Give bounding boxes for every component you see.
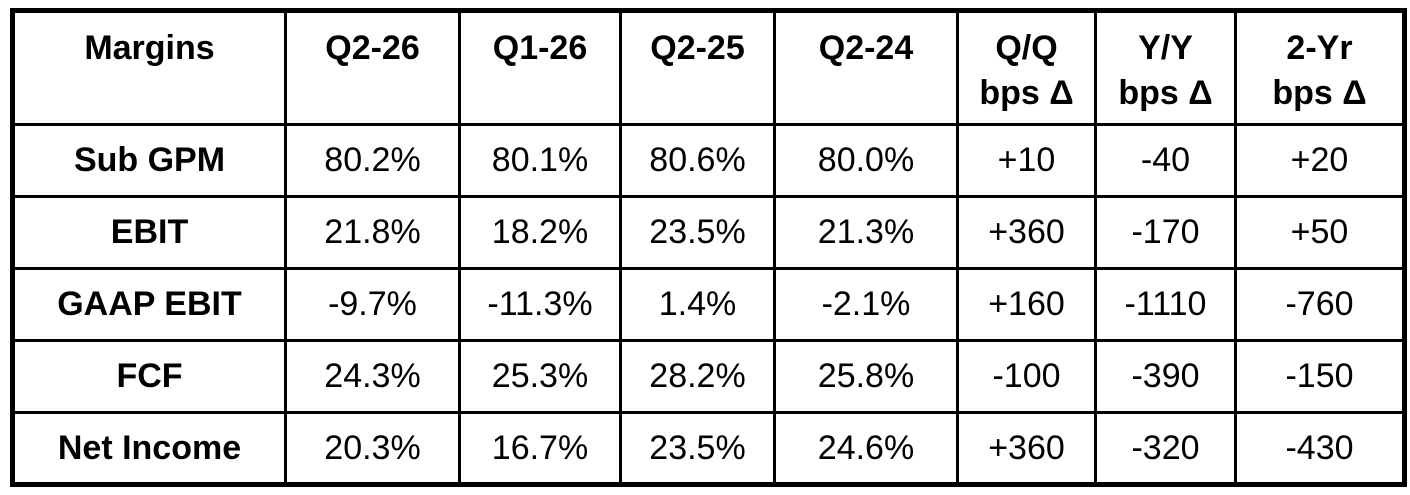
cell: 80.6% bbox=[619, 123, 776, 198]
column-header-2yr-bps-delta: 2-Yr bps Δ bbox=[1234, 9, 1406, 126]
cell: -11.3% bbox=[458, 267, 622, 342]
cell: -170 bbox=[1094, 195, 1237, 270]
column-header-line: Q/Q bbox=[995, 29, 1058, 67]
cell: +20 bbox=[1234, 123, 1406, 198]
column-header-q1-26: Q1-26 bbox=[458, 9, 622, 126]
row-label: FCF bbox=[11, 339, 287, 414]
row-label: Sub GPM bbox=[11, 123, 287, 198]
column-header-line: Q2-24 bbox=[818, 29, 914, 67]
cell: 80.2% bbox=[284, 123, 461, 198]
cell: -390 bbox=[1094, 339, 1237, 414]
cell: +360 bbox=[956, 195, 1097, 270]
cell: +10 bbox=[956, 123, 1097, 198]
table-row: EBIT 21.8% 18.2% 23.5% 21.3% +360 -170 +50 bbox=[11, 195, 1406, 270]
header-row: Margins Q2-26 Q1-26 Q2-25 Q2-24 Q/Q bps Δ Y/Y bp… bbox=[11, 9, 1406, 126]
cell: 23.5% bbox=[619, 195, 776, 270]
cell: +160 bbox=[956, 267, 1097, 342]
cell: 24.3% bbox=[284, 339, 461, 414]
column-header-line: Q2-25 bbox=[650, 29, 745, 67]
column-header-line: Q1-26 bbox=[492, 29, 588, 67]
column-header-line: Y/Y bbox=[1138, 29, 1193, 67]
cell: 21.3% bbox=[773, 195, 959, 270]
cell: 21.8% bbox=[284, 195, 461, 270]
cell: -150 bbox=[1234, 339, 1406, 414]
cell: 80.1% bbox=[458, 123, 622, 198]
row-label: EBIT bbox=[11, 195, 287, 270]
row-label: GAAP EBIT bbox=[11, 267, 287, 342]
table-body: Sub GPM 80.2% 80.1% 80.6% 80.0% +10 -40 +20 EBIT… bbox=[11, 123, 1406, 486]
column-header-margins: Margins bbox=[11, 9, 287, 126]
cell: -760 bbox=[1234, 267, 1406, 342]
cell: 25.8% bbox=[773, 339, 959, 414]
cell: 23.5% bbox=[619, 411, 776, 486]
cell: +360 bbox=[956, 411, 1097, 486]
cell: 28.2% bbox=[619, 339, 776, 414]
table-row: GAAP EBIT -9.7% -11.3% 1.4% -2.1% +160 -1110 -7… bbox=[11, 267, 1406, 342]
cell: 1.4% bbox=[619, 267, 776, 342]
table-row: Net Income 20.3% 16.7% 23.5% 24.6% +360 -320 -4… bbox=[11, 411, 1406, 486]
cell: 16.7% bbox=[458, 411, 622, 486]
cell: -1110 bbox=[1094, 267, 1237, 342]
column-header-q2-24: Q2-24 bbox=[773, 9, 959, 126]
table-header: Margins Q2-26 Q1-26 Q2-25 Q2-24 Q/Q bps Δ Y/Y bp… bbox=[11, 9, 1406, 126]
column-header-line: bps Δ bbox=[1118, 74, 1213, 112]
cell: 25.3% bbox=[458, 339, 622, 414]
row-label: Net Income bbox=[11, 411, 287, 486]
cell: -100 bbox=[956, 339, 1097, 414]
column-header-q2-26: Q2-26 bbox=[284, 9, 461, 126]
cell: -2.1% bbox=[773, 267, 959, 342]
cell: -430 bbox=[1234, 411, 1406, 486]
column-header-line: bps Δ bbox=[979, 74, 1074, 112]
cell: +50 bbox=[1234, 195, 1406, 270]
cell: -9.7% bbox=[284, 267, 461, 342]
table-row: Sub GPM 80.2% 80.1% 80.6% 80.0% +10 -40 +20 bbox=[11, 123, 1406, 198]
cell: -320 bbox=[1094, 411, 1237, 486]
cell: 20.3% bbox=[284, 411, 461, 486]
cell: 18.2% bbox=[458, 195, 622, 270]
margins-table: Margins Q2-26 Q1-26 Q2-25 Q2-24 Q/Q bps Δ Y/Y bp… bbox=[10, 8, 1407, 487]
column-header-line: Margins bbox=[84, 29, 215, 67]
table-row: FCF 24.3% 25.3% 28.2% 25.8% -100 -390 -150 bbox=[11, 339, 1406, 414]
column-header-line: Q2-26 bbox=[325, 29, 420, 67]
column-header-line: 2-Yr bbox=[1286, 29, 1353, 67]
cell: -40 bbox=[1094, 123, 1237, 198]
column-header-yy-bps-delta: Y/Y bps Δ bbox=[1094, 9, 1237, 126]
column-header-qq-bps-delta: Q/Q bps Δ bbox=[956, 9, 1097, 126]
column-header-line: bps Δ bbox=[1272, 74, 1367, 112]
cell: 80.0% bbox=[773, 123, 959, 198]
column-header-q2-25: Q2-25 bbox=[619, 9, 776, 126]
cell: 24.6% bbox=[773, 411, 959, 486]
